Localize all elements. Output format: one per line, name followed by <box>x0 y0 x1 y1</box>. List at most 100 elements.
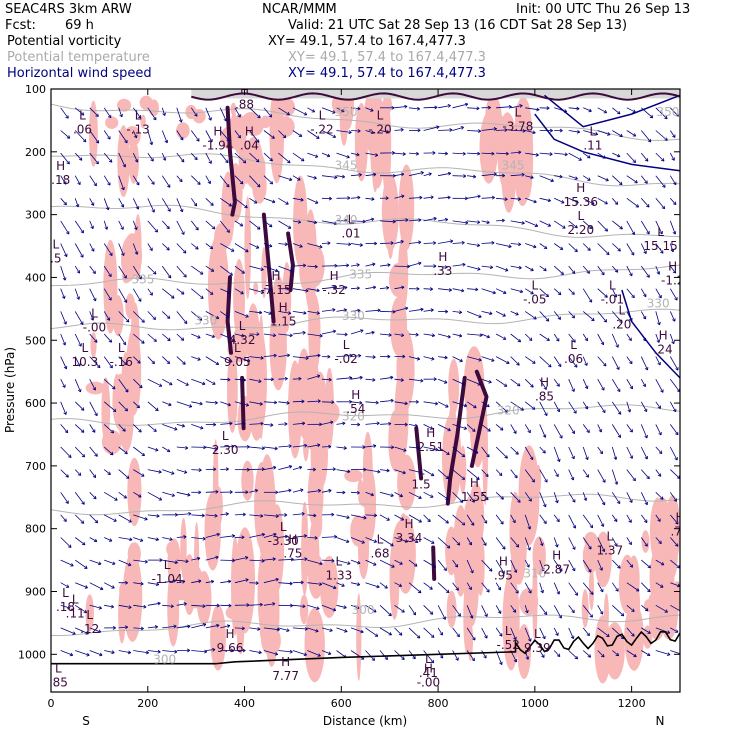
wind-vector <box>452 102 469 109</box>
wind-vector <box>495 469 503 476</box>
wind-vector <box>481 424 491 432</box>
theta-contour-label: 310 <box>523 567 546 581</box>
wind-vector <box>394 401 408 406</box>
wind-vector <box>525 197 537 204</box>
wind-vector <box>307 175 317 180</box>
wind-vector <box>655 175 666 188</box>
wind-vector <box>74 514 85 524</box>
wind-vector <box>597 356 607 367</box>
wind-vector <box>133 604 147 609</box>
pv-shading-patch <box>227 126 246 150</box>
wind-vector <box>626 559 634 568</box>
wind-vector <box>103 288 112 301</box>
wind-vector <box>539 401 548 417</box>
wind-vector <box>640 446 648 460</box>
wind-vector <box>147 446 159 452</box>
wind-vector <box>292 263 307 268</box>
wind-vector <box>394 285 405 290</box>
wind-vector <box>176 624 191 629</box>
wind-vector <box>321 558 335 563</box>
wind-vector <box>670 198 677 205</box>
wind-vector <box>249 581 259 585</box>
wind-vector <box>89 311 95 321</box>
theta-contour-label: 340 <box>335 213 358 227</box>
wind-vector <box>263 514 279 518</box>
wind-vector <box>611 333 619 348</box>
wind-vector <box>611 492 621 505</box>
wind-vector <box>510 220 525 225</box>
wind-vector <box>162 512 178 517</box>
extremum-kind: H <box>281 655 290 669</box>
wind-vector <box>394 240 404 244</box>
wind-vector <box>176 602 187 606</box>
wind-vector <box>568 379 575 392</box>
y-tick-label: 800 <box>25 523 46 536</box>
wind-vector <box>292 288 309 293</box>
wind-vector <box>263 243 273 248</box>
wind-vector <box>495 424 504 431</box>
wind-vector <box>350 445 366 449</box>
wind-vector <box>292 443 308 448</box>
wind-vector <box>307 311 320 315</box>
wind-vector <box>510 401 524 411</box>
wind-vector <box>408 514 422 523</box>
wind-vector <box>394 446 407 452</box>
extremum-kind: L <box>62 586 69 600</box>
wind-vector <box>60 604 71 610</box>
wind-vector <box>394 127 404 132</box>
wind-vector <box>495 333 507 340</box>
extremum-kind: L <box>606 530 613 544</box>
extremum-value: 1.5 <box>412 478 431 492</box>
wind-vector <box>133 491 142 498</box>
wind-vector <box>640 311 647 320</box>
wind-vector <box>307 513 317 518</box>
wind-vector <box>220 444 235 449</box>
x-tick-label: 800 <box>428 697 449 710</box>
wind-vector <box>466 559 474 574</box>
wind-vector <box>655 220 663 235</box>
wind-vector <box>438 288 452 292</box>
pv-shading-patch <box>139 95 153 111</box>
wind-vector <box>379 559 395 568</box>
wind-vector <box>103 356 113 369</box>
wind-vector <box>495 288 507 295</box>
wind-vector <box>524 559 530 568</box>
wind-vector <box>249 650 262 655</box>
init-time: Init: 00 UTC Thu 26 Sep 13 <box>516 2 691 17</box>
wind-vector <box>118 198 125 208</box>
pv-extremum: H.85 <box>535 376 554 404</box>
wind-vector <box>205 446 218 451</box>
pv-shading-patch <box>241 460 254 501</box>
wind-vector <box>176 311 188 324</box>
wind-vector <box>394 172 405 177</box>
wind-vector <box>640 537 648 547</box>
wind-vector <box>423 264 437 268</box>
wind-vector <box>292 107 308 116</box>
wind-vector <box>539 559 545 572</box>
wind-vector <box>220 648 234 653</box>
wind-vector <box>467 129 482 133</box>
theta-contour-line <box>51 153 680 187</box>
wind-vector <box>611 446 618 460</box>
wind-vector <box>597 152 606 159</box>
wind-vector <box>365 537 378 543</box>
wind-vector <box>510 469 518 479</box>
extremum-value: .75 <box>283 547 302 561</box>
theta-contour-label: 300 <box>352 603 375 617</box>
theta-contour-line <box>51 493 680 516</box>
wind-vector <box>60 469 69 478</box>
wind-vector <box>176 579 186 584</box>
wind-vector <box>249 310 263 315</box>
wind-vector <box>568 333 576 343</box>
wind-vector <box>640 401 648 413</box>
wind-vector <box>292 650 308 657</box>
extremum-value: .11 <box>583 138 602 152</box>
wind-vector <box>582 333 588 342</box>
pv-extremum: L-.01 <box>601 278 624 306</box>
pv-shading-patch <box>90 332 97 358</box>
pv-shading-patch <box>388 409 404 472</box>
wind-vector <box>60 537 72 548</box>
wind-vector <box>423 195 434 200</box>
wind-vector <box>582 243 591 251</box>
wind-vector <box>553 311 561 320</box>
